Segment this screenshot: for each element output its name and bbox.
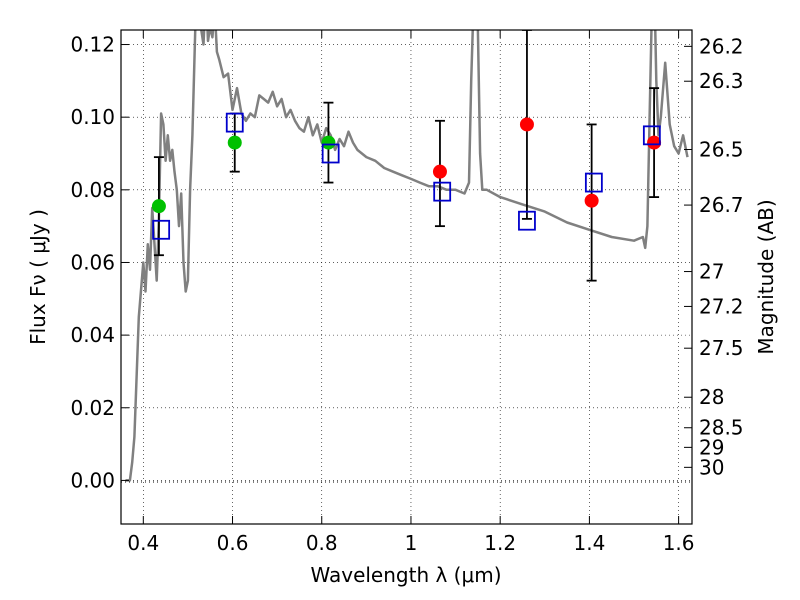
x-tick-label: 1.2 — [484, 531, 516, 555]
y-tick-label: 0.00 — [70, 468, 115, 492]
right-tick-label: 26.7 — [699, 193, 744, 217]
y-tick-label: 0.10 — [70, 105, 115, 129]
observed-flux-point-red — [432, 164, 447, 179]
right-tick-label: 27.5 — [699, 336, 744, 360]
plot-marks — [125, 30, 689, 482]
x-tick-label: 1 — [405, 531, 418, 555]
observed-flux-point-green — [151, 199, 166, 214]
right-tick-label: 29 — [699, 435, 724, 459]
y-axis-title: Flux Fν ( μJy ) — [26, 209, 50, 345]
observed-flux-point-red — [647, 135, 662, 150]
observed-flux-point-red — [519, 117, 534, 132]
observed-flux-point-green — [321, 135, 336, 150]
y-tick-label: 0.06 — [70, 250, 115, 274]
model-flux-square — [518, 210, 536, 231]
y-tick-label: 0.12 — [70, 33, 115, 57]
right-axis-title: Magnitude (AB) — [754, 199, 778, 354]
y-tick-label: 0.04 — [70, 323, 115, 347]
right-tick-label: 26.2 — [699, 34, 744, 58]
model-flux-square — [584, 172, 603, 193]
y-tick-label: 0.08 — [70, 178, 115, 202]
right-tick-label: 26.3 — [699, 69, 744, 93]
right-tick-label: 28.5 — [699, 416, 744, 440]
model-flux-square — [152, 219, 171, 240]
model-flux-square — [642, 125, 661, 146]
plot-frame — [120, 29, 693, 525]
observed-flux-point-red — [584, 193, 599, 208]
y-tick-label: 0.02 — [70, 396, 115, 420]
x-tick-label: 1.4 — [573, 531, 605, 555]
x-tick-label: 1.6 — [663, 531, 695, 555]
model-flux-square — [433, 181, 452, 202]
right-tick-label: 28 — [699, 385, 724, 409]
right-tick-label: 26.5 — [699, 138, 744, 162]
x-axis-title: Wavelength λ (μm) — [310, 563, 501, 587]
model-flux-square — [225, 112, 244, 133]
right-tick-label: 30 — [699, 455, 724, 479]
x-tick-label: 0.4 — [127, 531, 159, 555]
model-flux-square — [321, 143, 340, 164]
observed-flux-point-green — [227, 135, 242, 150]
right-tick-label: 27.2 — [699, 294, 744, 318]
x-tick-label: 0.6 — [217, 531, 249, 555]
x-tick-label: 0.8 — [306, 531, 338, 555]
right-tick-label: 27 — [699, 260, 724, 284]
axis-ticks: 0.4 0.6 0.8 1 1.2 1.4 1.6 0.00 0.02 0.04 0.06 0.08 0… — [70, 30, 744, 555]
model-spectrum-line — [125, 30, 689, 482]
